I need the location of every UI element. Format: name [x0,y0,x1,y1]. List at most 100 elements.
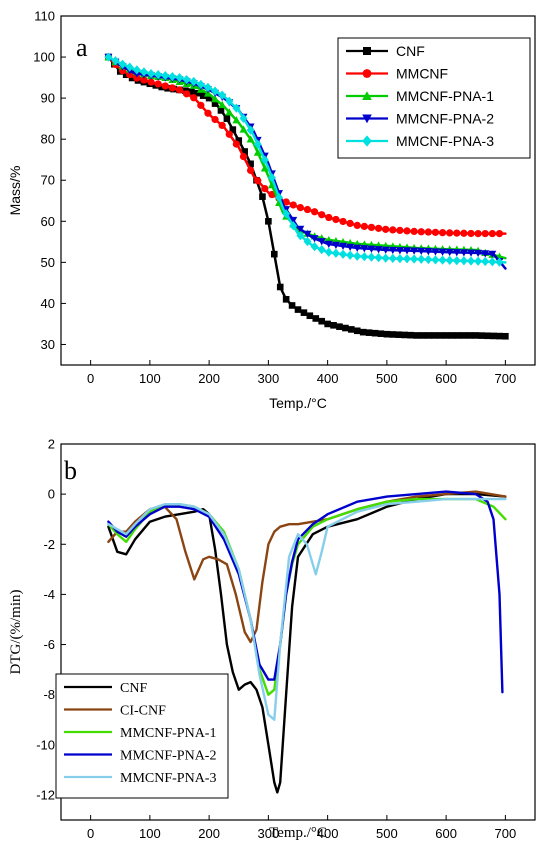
data-point [424,228,432,236]
legend-entry: MMCNF-PNA-1 [120,726,216,741]
y-tick-label: 50 [41,255,55,270]
data-point [374,253,383,263]
data-point [331,241,340,249]
data-point [147,69,156,79]
x-axis-label: Temp./°C [269,395,327,411]
data-point [289,221,298,231]
x-tick-label: 200 [198,371,220,386]
data-point [401,331,408,339]
y-tick-label: 110 [34,9,55,24]
legend-entry: CNF [120,681,147,696]
data-point [502,332,509,340]
y-tick-label: 0 [48,487,55,502]
data-point [310,235,319,243]
data-point [324,240,333,249]
series-line-mmcnf-pna-3 [107,497,507,721]
data-point [317,238,326,246]
data-point [419,332,426,339]
chart-panel-b: 0 100 200 300 400 500 600 700 2 0 -2 -4 -6 -8 -10 -12 Te… [8,437,536,841]
data-point [452,249,461,257]
data-point [410,247,419,255]
data-point [413,332,420,339]
data-point [417,228,425,236]
x-tick-label: 300 [258,826,280,841]
data-point [265,217,272,225]
data-point [246,135,255,143]
data-point [318,211,326,219]
data-point [410,254,419,264]
data-point [247,160,254,168]
data-point [331,248,340,258]
data-point [353,221,361,230]
data-point [175,86,184,94]
x-tick-label: 100 [139,826,161,841]
plot-area [107,490,507,794]
data-point [296,203,304,212]
data-point [104,52,113,62]
legend: CNF CI-CNF MMCNF-PNA-1 MMCNF-PNA-2 MMCNF-PNA… [55,673,229,799]
legend-entry: MMCNF [396,66,448,82]
data-point [410,227,418,236]
data-point [430,332,438,339]
y-tick-label: 2 [48,437,55,452]
data-point [395,247,404,255]
data-point [204,109,212,117]
panel-label: b [64,456,77,485]
data-point [339,249,347,259]
data-point [158,83,166,91]
data-point [425,332,432,339]
x-tick-label: 0 [87,826,94,841]
data-point [288,302,296,309]
data-point [324,247,333,257]
data-point [488,229,496,238]
data-point [128,74,136,82]
data-point [325,213,333,222]
data-point [367,252,376,262]
legend-marker [362,91,372,100]
data-point [377,330,385,337]
x-tick-label: 700 [495,826,517,841]
data-point [232,103,241,113]
data-point [472,332,480,339]
data-point [211,94,220,103]
data-point [367,245,376,253]
data-point [306,312,314,320]
data-point [467,249,475,257]
data-point [389,331,397,338]
data-point [303,205,312,214]
x-tick-label: 500 [376,826,398,841]
data-point [346,219,354,228]
data-point [318,317,325,325]
data-point [348,326,355,333]
data-point [168,71,177,82]
data-point [211,86,220,96]
data-point [474,256,483,266]
y-axis-label: DTG/(%/min) [8,590,24,675]
data-point [336,323,343,330]
data-point [488,250,497,259]
data-point [481,250,490,258]
data-point [260,155,269,165]
data-point [452,255,461,266]
data-point [330,322,337,329]
data-point [459,256,468,266]
data-point [190,94,198,102]
x-tick-label: 600 [435,371,457,386]
data-point [460,332,468,339]
data-point [218,121,226,130]
data-point [436,332,444,339]
data-point [431,255,440,265]
data-point [388,246,397,255]
data-point [182,74,191,85]
data-point [260,164,269,172]
data-point [303,236,312,247]
data-point [193,89,201,97]
y-axis-label: Mass/% [7,166,23,216]
data-point [182,90,191,98]
data-point [189,76,198,87]
data-point [403,227,411,235]
data-point [495,257,504,267]
data-point [282,209,291,219]
data-point [353,244,362,252]
